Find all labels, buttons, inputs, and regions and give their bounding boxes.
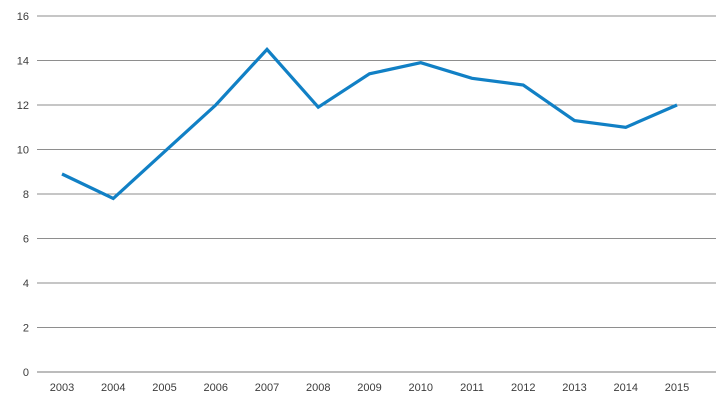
y-tick-label: 0 <box>23 367 29 379</box>
x-tick-label: 2014 <box>614 382 638 394</box>
data-line-series <box>61 47 678 201</box>
x-tick-label: 2012 <box>511 382 535 394</box>
y-tick-label: 14 <box>17 56 29 68</box>
x-tick-label: 2009 <box>357 382 381 394</box>
x-tick-label: 2013 <box>562 382 586 394</box>
x-tick-label: 2006 <box>204 382 228 394</box>
y-tick-label: 4 <box>23 278 29 290</box>
y-tick-label: 8 <box>23 189 29 201</box>
x-tick-label: 2003 <box>50 382 74 394</box>
y-tick-label: 16 <box>17 11 29 23</box>
x-tick-label: 2005 <box>152 382 176 394</box>
x-tick-label: 2011 <box>460 382 484 394</box>
x-tick-label: 2010 <box>409 382 433 394</box>
y-tick-label: 10 <box>17 145 29 157</box>
x-tick-label: 2004 <box>101 382 125 394</box>
y-tick-label: 6 <box>23 234 29 246</box>
x-tick-label: 2007 <box>255 382 279 394</box>
x-tick-label: 2008 <box>306 382 330 394</box>
x-tick-label: 2015 <box>665 382 689 394</box>
y-tick-label: 12 <box>17 100 29 112</box>
y-tick-label: 2 <box>23 323 29 335</box>
